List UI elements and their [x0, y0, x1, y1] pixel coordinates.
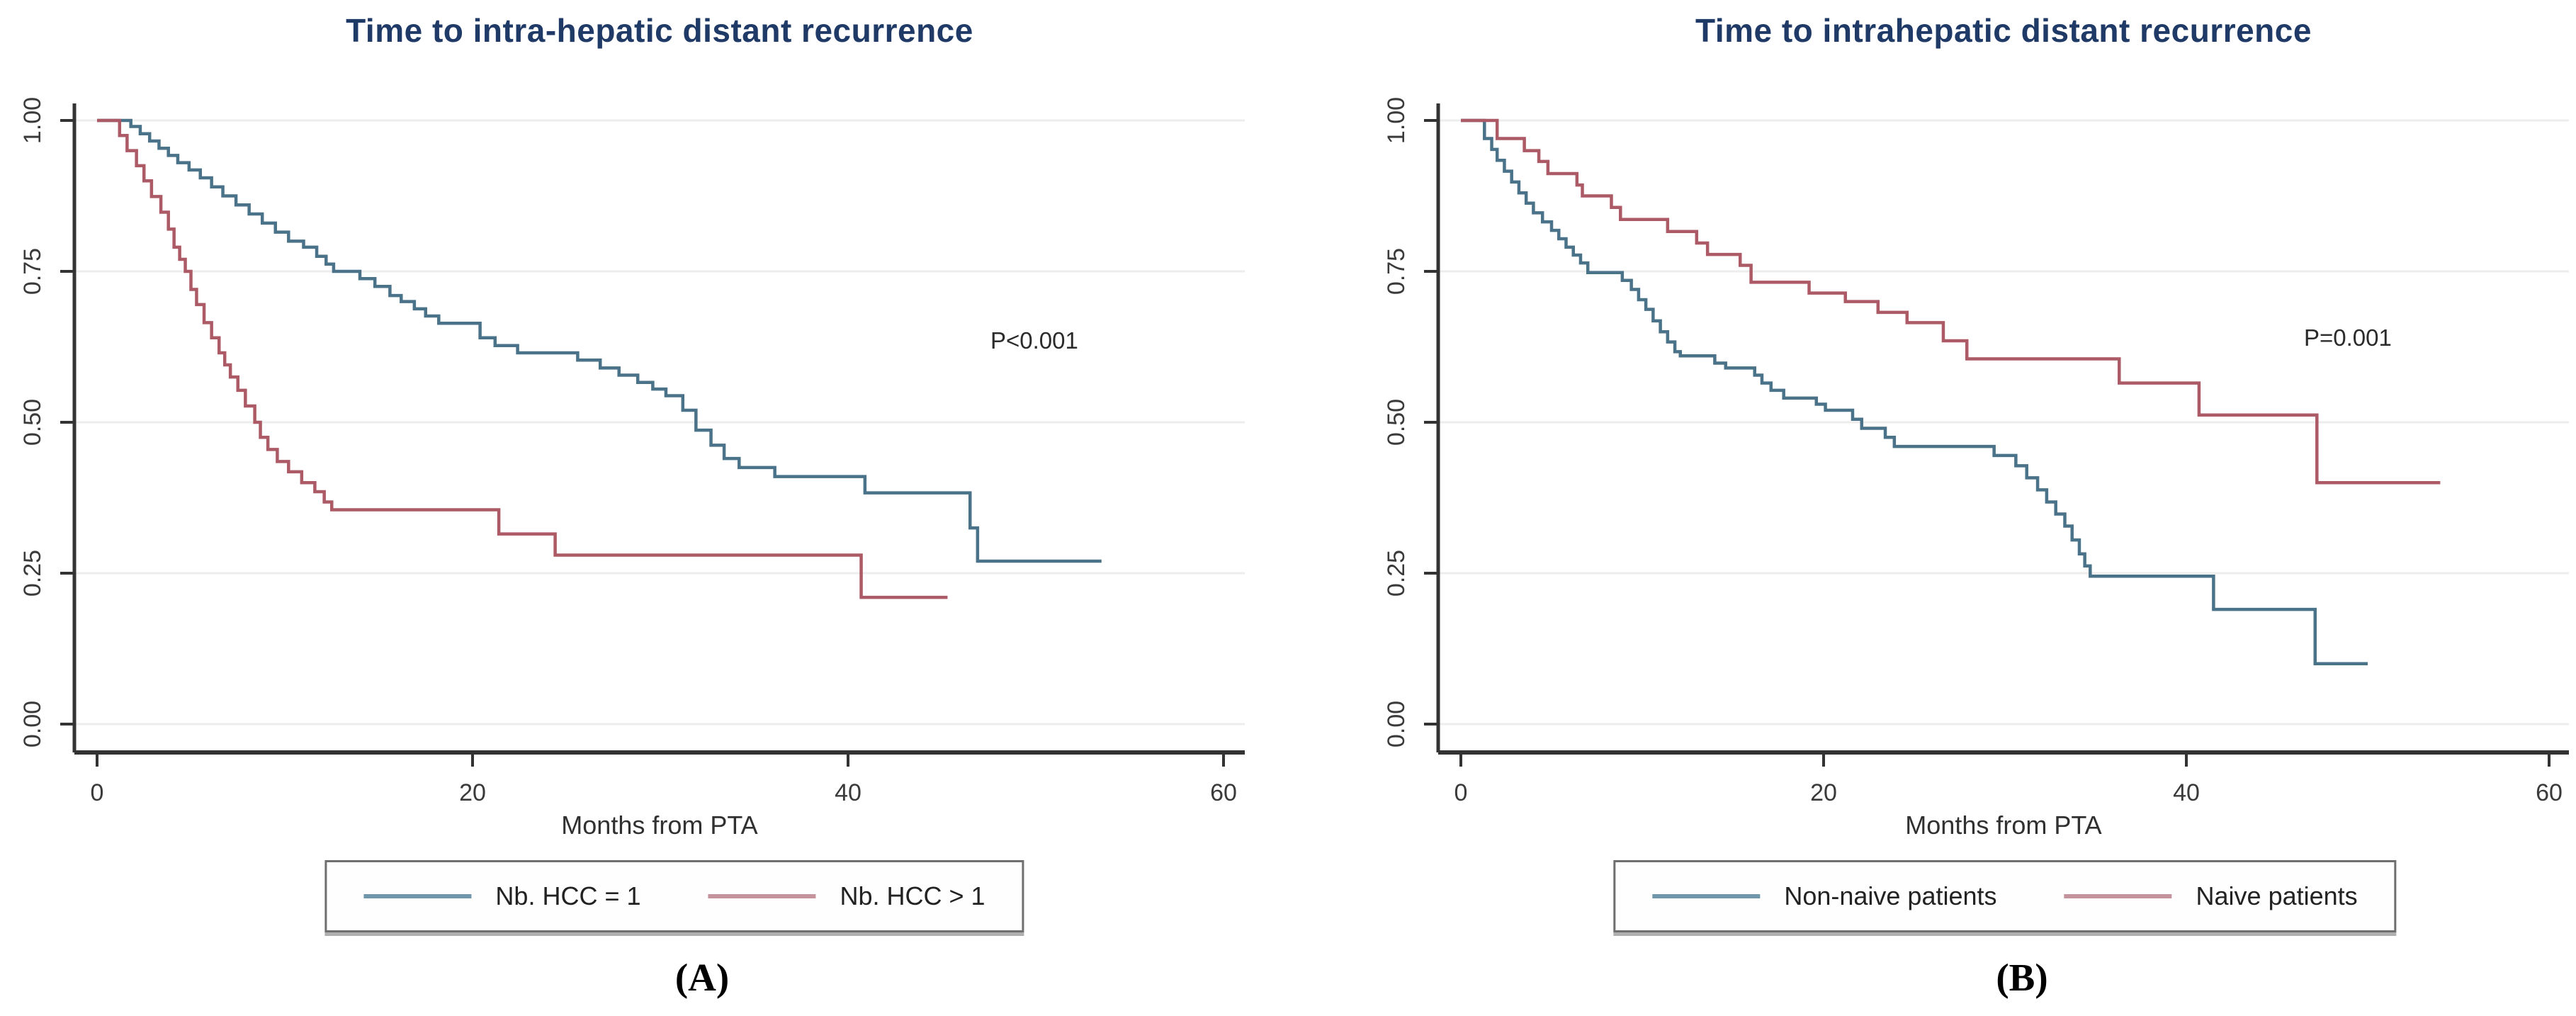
- x-tick-label: 20: [1810, 779, 1837, 806]
- y-tick-label: 1.00: [19, 97, 46, 144]
- panel-b-legend: Non-naive patients Naive patients: [1613, 860, 2397, 932]
- panel-b: 0.00 0.25 0.50 0.75 1.00 0 20 40 60 Time to intr…: [1288, 0, 2576, 1016]
- legend-label: Non-naive patients: [1784, 881, 1997, 910]
- km-curve-nb-hcc-1: [97, 118, 948, 599]
- legend-line-swatch-blue: [1652, 894, 1761, 898]
- legend-label: Naive patients: [2196, 881, 2358, 910]
- panel-a-svg: 0.00 0.25 0.50 0.75 1.00 0 20 40 60: [19, 97, 1245, 806]
- y-tick-label: 0.75: [1383, 248, 1410, 295]
- y-tick-label: 0.25: [19, 550, 46, 597]
- legend-line-swatch-red: [2064, 894, 2172, 898]
- x-tick-label: 20: [459, 779, 486, 806]
- legend-line-swatch-blue: [363, 894, 472, 898]
- panel-a-legend: Nb. HCC = 1 Nb. HCC > 1: [324, 860, 1024, 932]
- panel-a: 0.00 0.25 0.50 0.75 1.00 0 20 40 60 Time to intr…: [19, 12, 1245, 999]
- x-tick-label: 0: [1454, 779, 1468, 806]
- panel-b-svg: 0.00 0.25 0.50 0.75 1.00 0 20 40 60: [1383, 97, 2569, 806]
- x-tick-label: 0: [91, 779, 104, 806]
- km-curve-naive-patients: [1461, 118, 2441, 485]
- legend-label: Nb. HCC = 1: [495, 881, 641, 910]
- legend-item: Nb. HCC > 1: [708, 881, 985, 911]
- y-tick-label: 1.00: [1383, 97, 1410, 144]
- panel-b-letter: (B): [1996, 956, 2048, 999]
- legend-item: Non-naive patients: [1652, 881, 1997, 911]
- x-tick-label: 40: [835, 779, 862, 806]
- panel-a-letter: (A): [674, 956, 730, 999]
- km-curve-nb-hcc-1: [97, 118, 1102, 563]
- panel-a-title: Time to intra-hepatic distant recurrence: [346, 12, 973, 49]
- km-curve-non-naive-patients: [1461, 118, 2368, 666]
- legend-line-swatch-red: [708, 894, 816, 898]
- y-tick-label: 0.25: [1383, 550, 1410, 597]
- panel-b-title: Time to intrahepatic distant recurrence: [1695, 12, 2312, 49]
- panel-b-pvalue: P=0.001: [2304, 324, 2392, 351]
- y-tick-label: 0.75: [19, 248, 46, 295]
- legend-item: Naive patients: [2064, 881, 2358, 911]
- y-tick-label: 0.50: [1383, 399, 1410, 446]
- x-tick-label: 60: [2536, 779, 2563, 806]
- y-tick-label: 0.00: [19, 701, 46, 747]
- y-tick-label: 0.50: [19, 399, 46, 446]
- y-tick-label: 0.00: [1383, 701, 1410, 747]
- x-tick-label: 40: [2173, 779, 2200, 806]
- legend-label: Nb. HCC > 1: [840, 881, 985, 910]
- legend-item: Nb. HCC = 1: [363, 881, 641, 911]
- x-tick-label: 60: [1210, 779, 1237, 806]
- panel-a-pvalue: P<0.001: [990, 327, 1078, 354]
- panel-b-xaxis-label: Months from PTA: [1905, 811, 2102, 840]
- panel-a-xaxis-label: Months from PTA: [561, 811, 758, 840]
